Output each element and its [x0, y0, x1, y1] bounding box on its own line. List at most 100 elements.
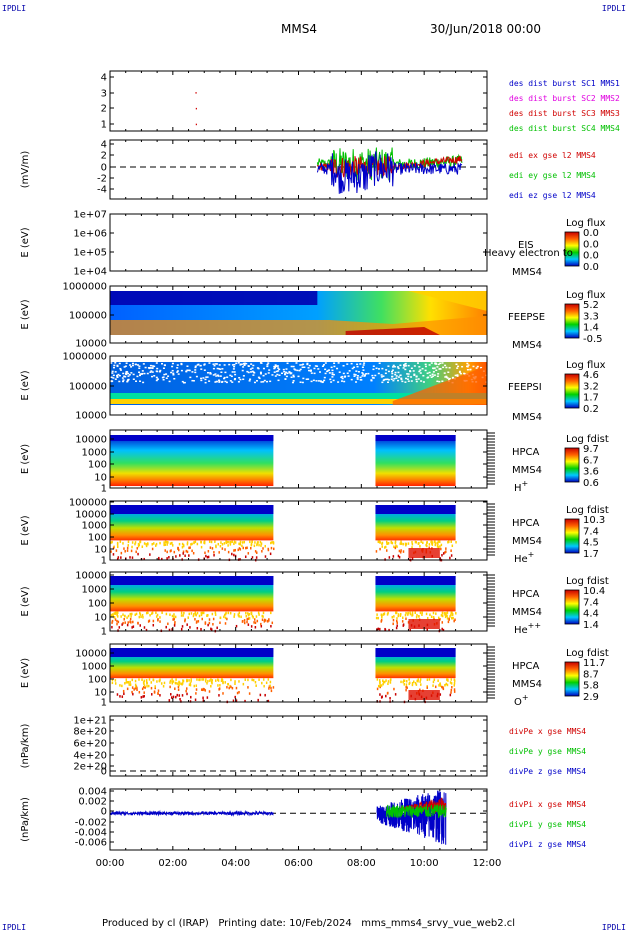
hpca-speckle: [136, 688, 138, 691]
feepsi-speckle: [267, 372, 270, 374]
feepsi-speckle: [340, 376, 343, 379]
feepsi-speckle: [294, 369, 297, 371]
hpca-speckle: [441, 685, 443, 689]
feepsi-speckle: [391, 372, 394, 375]
hpca-speckle: [198, 614, 201, 618]
hpca-speckle: [400, 542, 403, 545]
feepsi-speckle: [243, 364, 246, 366]
y-tick-label: 0.004: [78, 787, 107, 798]
feepsi-speckle: [127, 379, 130, 381]
feepsi-speckle: [113, 364, 116, 367]
hpca-speckle: [142, 695, 144, 698]
feepsi-speckle: [431, 373, 434, 376]
feepsi-speckle: [329, 378, 332, 381]
hpca-speckle: [384, 545, 387, 549]
feepsi-speckle: [151, 375, 154, 378]
species-charge: +: [522, 479, 529, 488]
feepsi-speckle: [306, 362, 309, 365]
species-label: O+: [514, 693, 529, 708]
hpca-speckle: [426, 686, 428, 689]
feepsi-speckle: [213, 364, 216, 367]
hpca-speckle: [166, 543, 168, 546]
feepsi-speckle: [123, 375, 126, 378]
hpca-spectrogram-block: [375, 435, 456, 487]
hpca-speckle: [431, 541, 434, 544]
hpca-speckle: [143, 626, 146, 629]
feepsi-speckle: [189, 376, 192, 379]
hpca-speckle: [232, 699, 235, 703]
feepsi-speckle: [159, 369, 162, 372]
hpca-speckle: [137, 542, 140, 546]
hpca-speckle: [446, 683, 449, 687]
hpca-speckle: [253, 621, 255, 624]
hpca-speckle: [194, 540, 197, 544]
hpca-speckle: [408, 678, 410, 681]
feepsi-speckle: [156, 378, 159, 380]
hpca-speckle: [380, 696, 383, 699]
feepsi-speckle: [415, 378, 418, 381]
feepsi-speckle: [412, 370, 415, 372]
feepsi-speckle: [380, 374, 383, 376]
feepsi-speckle: [407, 380, 410, 382]
hpca-speckle: [129, 612, 132, 616]
hpca-speckle: [182, 679, 185, 683]
hpca-speckle: [259, 693, 262, 697]
hpca-speckle: [152, 542, 155, 545]
hpca-speckle: [146, 542, 149, 545]
hpca-speckle: [223, 615, 225, 619]
y-tick-label: 10000: [75, 435, 107, 446]
hpca-speckle: [186, 687, 188, 690]
feepsi-speckle: [417, 378, 420, 380]
hpca-speckle: [417, 542, 420, 545]
hpca-speckle: [154, 686, 156, 690]
hpca-speckle: [132, 625, 135, 628]
hpca-speckle: [224, 616, 227, 620]
colorbar-tick: 11.7: [583, 658, 605, 669]
hpca-speckle: [253, 544, 256, 548]
feepsi-speckle: [125, 371, 128, 374]
legend-entry: divPe y gse MMS4: [509, 747, 586, 756]
hpca-speckle: [263, 620, 266, 623]
hpca-speckle: [158, 556, 160, 560]
hpca-speckle: [245, 611, 247, 615]
hpca-speckle: [247, 686, 249, 689]
feepsi-speckle: [308, 369, 311, 372]
hpca-top-band: [375, 648, 456, 657]
hpca-speckle: [121, 695, 124, 698]
hpca-speckle: [116, 557, 119, 561]
hpca-speckle: [434, 542, 437, 545]
spacecraft-label: MMS4: [512, 340, 542, 351]
hpca-speckle: [185, 549, 188, 553]
hpca-speckle: [205, 678, 207, 681]
feepsi-speckle: [393, 365, 396, 368]
hpca-speckle: [377, 627, 380, 631]
feepsi-speckle: [429, 374, 432, 377]
feepsi-speckle: [331, 373, 334, 376]
y-tick-label: 1000: [82, 448, 107, 459]
feepsi-speckle: [121, 377, 124, 379]
hpca-speckle: [246, 546, 248, 550]
hpca-speckle: [123, 692, 125, 696]
feepsi-speckle: [404, 363, 407, 365]
hpca-speckle: [256, 619, 259, 623]
hpca-speckle: [143, 679, 146, 683]
feepsi-speckle: [225, 381, 228, 384]
hpca-speckle: [231, 540, 233, 544]
feepsi-speckle: [150, 370, 153, 372]
feepsi-speckle: [447, 371, 450, 373]
hpca-speckle: [150, 686, 153, 690]
feepsi-speckle: [291, 381, 294, 384]
feepsi-speckle: [258, 377, 261, 380]
hpca-speckle: [270, 611, 272, 615]
feepsi-speckle: [214, 363, 217, 365]
hpca-speckle: [129, 683, 132, 686]
feepsi-speckle: [361, 366, 364, 368]
hpca-speckle: [426, 628, 429, 631]
hpca-speckle: [440, 547, 442, 551]
hpca-speckle: [173, 613, 175, 616]
hpca-speckle: [445, 682, 447, 686]
hpca-speckle: [243, 621, 246, 625]
feepsi-speckle: [428, 364, 431, 366]
hpca-speckle: [193, 684, 196, 688]
feepsi-speckle: [391, 369, 394, 371]
